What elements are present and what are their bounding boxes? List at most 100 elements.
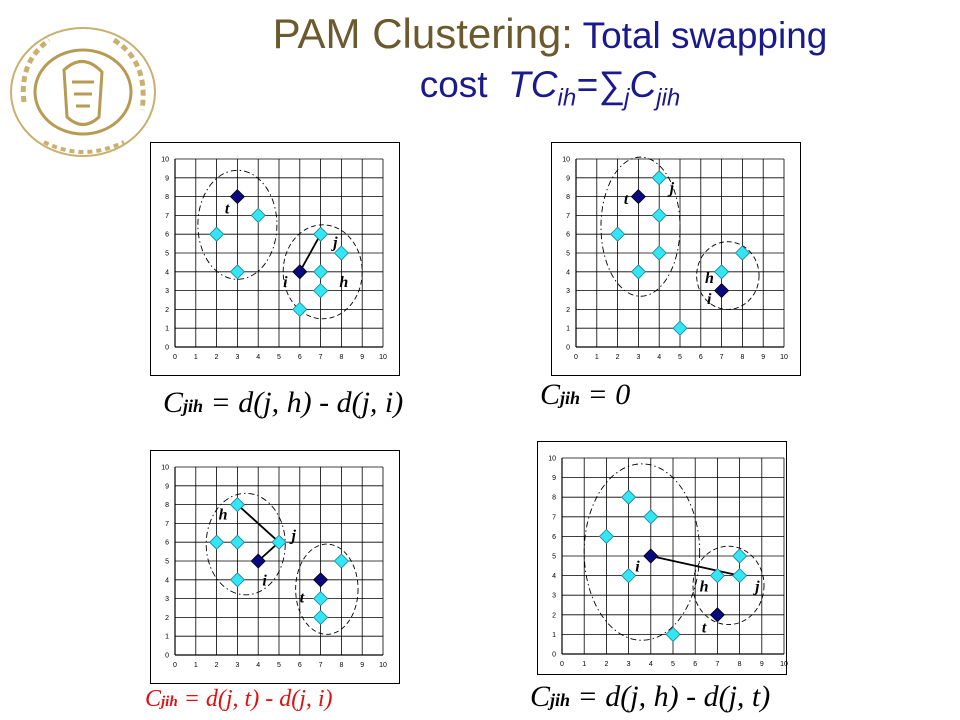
x-tick-label: 6 [693, 661, 697, 668]
point-label: h [339, 274, 348, 291]
x-tick-label: 9 [360, 662, 364, 669]
scatter-panel-top-right: 0 1 2 3 4 5 6 7 8 9 10 0 1 2 3 4 5 6 7 8 9 10 j t h i [551, 142, 801, 376]
point-label: t [624, 191, 629, 208]
x-tick-label: 8 [740, 354, 744, 361]
x-tick-label: 5 [277, 662, 281, 669]
x-tick-label: 0 [173, 662, 177, 669]
x-tick-label: 2 [604, 661, 608, 668]
y-tick-label: 7 [552, 514, 556, 521]
title-cost: cost [419, 64, 509, 105]
data-point [209, 226, 225, 242]
x-tick-label: 4 [649, 661, 653, 668]
x-tick-label: 5 [678, 354, 682, 361]
x-tick-label: 7 [720, 354, 724, 361]
y-tick-label: 1 [165, 326, 169, 333]
y-tick-label: 6 [165, 232, 169, 239]
x-tick-label: 9 [760, 661, 764, 668]
y-tick-label: 3 [165, 596, 169, 603]
data-point [732, 568, 748, 584]
cluster-boundary [205, 492, 286, 596]
y-tick-label: 0 [165, 345, 169, 352]
medoid-point [630, 189, 646, 205]
distance-line [236, 503, 280, 543]
data-point [250, 207, 266, 223]
y-tick-label: 5 [552, 554, 556, 561]
data-point [672, 320, 688, 336]
scatter-panel-top-left: 0 1 2 3 4 5 6 7 8 9 10 0 1 2 3 4 5 6 7 8 9 10 t j i h [150, 142, 400, 376]
y-tick-label: 7 [165, 521, 169, 528]
x-tick-label: 1 [582, 661, 586, 668]
data-point [630, 264, 646, 280]
data-point [732, 548, 748, 564]
y-tick-label: 0 [165, 653, 169, 660]
x-tick-label: 10 [379, 354, 387, 361]
x-tick-label: 7 [715, 661, 719, 668]
data-point [598, 528, 614, 544]
medoid-point [250, 553, 266, 569]
y-tick-label: 1 [566, 326, 570, 333]
point-label: h [705, 270, 714, 287]
x-tick-label: 5 [671, 661, 675, 668]
x-tick-label: 6 [298, 662, 302, 669]
x-tick-label: 5 [277, 354, 281, 361]
y-tick-label: 4 [552, 573, 556, 580]
y-tick-label: 9 [566, 175, 570, 182]
point-label: i [283, 274, 288, 291]
y-tick-label: 1 [552, 632, 556, 639]
data-point [209, 534, 225, 550]
point-label: h [700, 578, 709, 595]
data-point [229, 534, 245, 550]
y-tick-label: 2 [165, 307, 169, 314]
y-tick-label: 1 [165, 634, 169, 641]
data-point [313, 609, 329, 625]
point-label: h [219, 507, 228, 524]
data-point [229, 264, 245, 280]
y-tick-label: 6 [165, 540, 169, 547]
y-tick-label: 6 [566, 232, 570, 239]
y-tick-label: 8 [566, 194, 570, 201]
x-tick-label: 0 [560, 661, 564, 668]
x-tick-label: 8 [339, 354, 343, 361]
data-point [651, 170, 667, 186]
cluster-boundary [600, 156, 681, 297]
formula-bottom-left: Cjih = d(j, t) - d(j, i) [145, 686, 333, 712]
y-tick-label: 3 [165, 288, 169, 295]
x-tick-label: 7 [319, 354, 323, 361]
y-tick-label: 4 [165, 269, 169, 276]
x-tick-label: 0 [574, 354, 578, 361]
data-point [313, 226, 329, 242]
medoid-point [643, 548, 659, 564]
y-tick-label: 10 [161, 157, 169, 164]
y-tick-label: 2 [165, 615, 169, 622]
x-tick-label: 4 [657, 354, 661, 361]
data-point [313, 591, 329, 607]
distance-line [299, 233, 322, 273]
y-tick-label: 7 [566, 213, 570, 220]
medoid-point [229, 189, 245, 205]
y-tick-label: 0 [566, 345, 570, 352]
point-label: i [707, 291, 712, 308]
data-point [621, 489, 637, 505]
data-point [333, 245, 349, 261]
medoid-point [714, 283, 730, 299]
y-tick-label: 3 [552, 593, 556, 600]
point-label: j [288, 527, 296, 544]
point-label: i [262, 572, 267, 589]
x-tick-label: 3 [235, 662, 239, 669]
x-tick-label: 9 [360, 354, 364, 361]
data-point [610, 226, 626, 242]
point-label: i [635, 559, 640, 576]
x-tick-label: 4 [256, 354, 260, 361]
cluster-boundary [197, 169, 278, 280]
x-tick-label: 8 [738, 661, 742, 668]
y-tick-label: 2 [552, 612, 556, 619]
x-tick-label: 8 [339, 662, 343, 669]
y-tick-label: 9 [165, 175, 169, 182]
data-point [734, 245, 750, 261]
point-label: t [300, 589, 305, 606]
y-tick-label: 10 [562, 157, 570, 164]
data-point [709, 568, 725, 584]
point-label: t [702, 619, 707, 636]
title-rest: Total swapping [572, 15, 828, 56]
point-label: t [225, 201, 230, 218]
